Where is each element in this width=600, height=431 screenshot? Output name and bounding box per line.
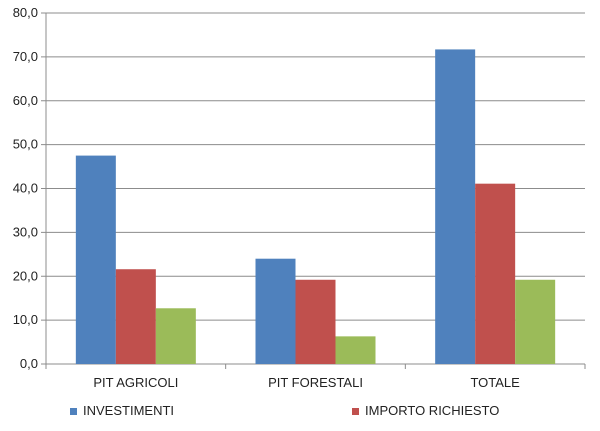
y-tick-label: 40,0 bbox=[13, 181, 38, 196]
x-category-label: PIT AGRICOLI bbox=[93, 375, 178, 390]
bar bbox=[115, 269, 156, 364]
bars bbox=[75, 49, 556, 364]
axis-labels: 0,0 10,0 20,0 30,0 40,0 50,0 60,0 70,0 80,0 PIT A… bbox=[13, 5, 520, 390]
y-tick-label: 0,0 bbox=[20, 356, 38, 371]
x-category-label: TOTALE bbox=[470, 375, 520, 390]
legend: INVESTIMENTI IMPORTO RICHIESTO bbox=[70, 403, 499, 418]
legend-swatch bbox=[352, 408, 359, 415]
y-tick-label: 80,0 bbox=[13, 5, 38, 20]
y-tick-label: 70,0 bbox=[13, 49, 38, 64]
y-tick-label: 30,0 bbox=[13, 224, 38, 239]
legend-label: INVESTIMENTI bbox=[83, 403, 174, 418]
legend-swatch bbox=[70, 408, 77, 415]
bar bbox=[255, 258, 296, 364]
bar bbox=[155, 308, 196, 364]
legend-label: IMPORTO RICHIESTO bbox=[365, 403, 499, 418]
y-tick-label: 60,0 bbox=[13, 93, 38, 108]
bar bbox=[75, 155, 116, 364]
bar bbox=[295, 279, 336, 364]
bar bbox=[515, 279, 556, 364]
x-category-label: PIT FORESTALI bbox=[268, 375, 363, 390]
bar bbox=[475, 183, 516, 364]
bar bbox=[335, 336, 376, 364]
y-tick-label: 50,0 bbox=[13, 137, 38, 152]
bar bbox=[435, 49, 476, 364]
y-tick-label: 20,0 bbox=[13, 268, 38, 283]
y-tick-label: 10,0 bbox=[13, 312, 38, 327]
